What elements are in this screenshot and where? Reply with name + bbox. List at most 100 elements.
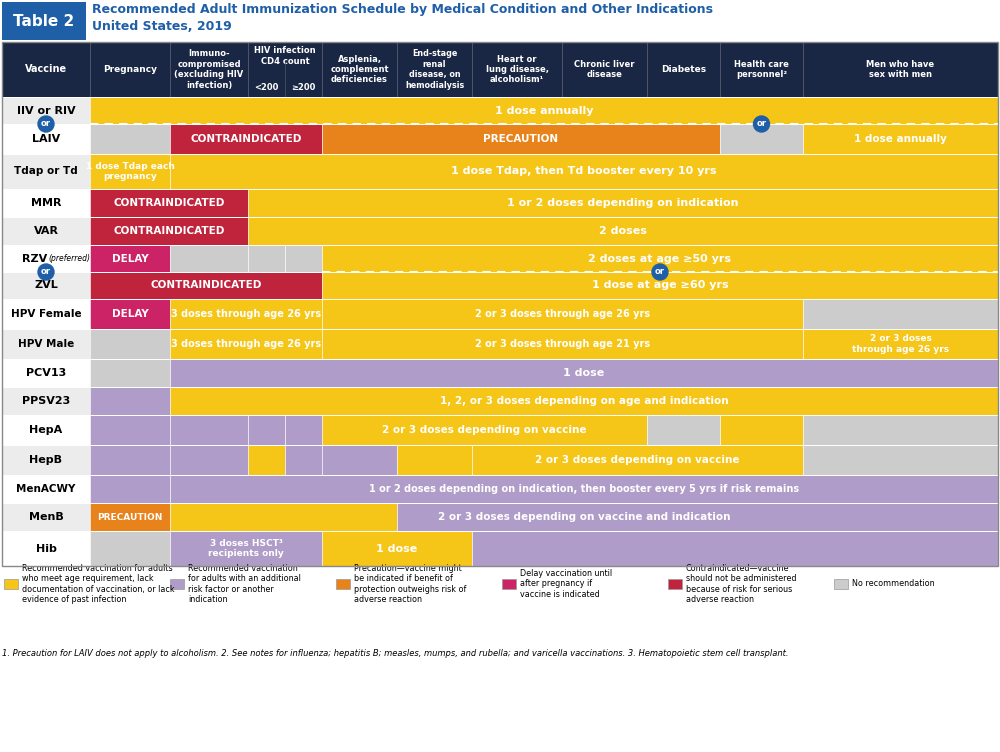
Text: 2 or 3 doses through age 21 yrs: 2 or 3 doses through age 21 yrs <box>475 339 650 349</box>
Text: VAR: VAR <box>34 226 58 236</box>
Bar <box>803 415 998 445</box>
Bar <box>2 97 998 124</box>
Bar <box>90 97 998 124</box>
Bar <box>2 217 998 245</box>
Text: 1 dose: 1 dose <box>563 368 605 378</box>
Text: ≥200: ≥200 <box>291 83 316 92</box>
Bar <box>90 217 248 245</box>
Text: Men who have
sex with men: Men who have sex with men <box>866 60 935 79</box>
Text: 2 or 3 doses through age 26 yrs: 2 or 3 doses through age 26 yrs <box>475 309 650 319</box>
Bar <box>170 415 248 445</box>
Bar <box>170 475 998 503</box>
Text: LAIV: LAIV <box>32 134 60 144</box>
Text: RZV: RZV <box>22 253 47 263</box>
Bar <box>90 329 170 359</box>
Text: 3 doses HSCT³
recipients only: 3 doses HSCT³ recipients only <box>208 538 284 558</box>
Bar <box>2 445 998 475</box>
Bar <box>0 0 1000 42</box>
Circle shape <box>38 116 54 132</box>
Bar <box>90 445 170 475</box>
Text: 1 dose annually: 1 dose annually <box>495 105 593 116</box>
Bar <box>170 503 397 531</box>
Circle shape <box>754 116 770 132</box>
Bar <box>90 124 170 154</box>
Text: Vaccine: Vaccine <box>25 65 67 74</box>
Text: 1 dose at age ≥60 yrs: 1 dose at age ≥60 yrs <box>592 280 728 290</box>
Text: 2 doses at age ≥50 yrs: 2 doses at age ≥50 yrs <box>588 253 732 263</box>
Text: Pregnancy: Pregnancy <box>103 65 157 74</box>
Text: Recommended Adult Immunization Schedule by Medical Condition and Other Indicatio: Recommended Adult Immunization Schedule … <box>92 4 713 17</box>
Text: No recommendation: No recommendation <box>852 580 935 589</box>
Bar <box>4 579 18 589</box>
Text: Asplenia,
complement
deficiencies: Asplenia, complement deficiencies <box>330 55 389 84</box>
Text: 3 doses through age 26 yrs: 3 doses through age 26 yrs <box>171 309 321 319</box>
Text: Contraindicated—vaccine
should not be administered
because of risk for serious
a: Contraindicated—vaccine should not be ad… <box>686 564 796 604</box>
Bar <box>90 272 322 299</box>
Text: ZVL: ZVL <box>34 280 58 290</box>
Bar <box>397 503 998 531</box>
Bar <box>322 299 803 329</box>
Bar <box>248 245 285 272</box>
Text: 1 or 2 doses depending on indication, then booster every 5 yrs if risk remains: 1 or 2 doses depending on indication, th… <box>369 484 799 494</box>
Bar <box>90 359 170 387</box>
Bar <box>322 531 472 566</box>
Bar <box>90 387 170 415</box>
Text: 2 doses: 2 doses <box>599 226 647 236</box>
Text: 1 dose: 1 dose <box>376 544 418 553</box>
Bar <box>2 387 998 415</box>
Circle shape <box>652 264 668 280</box>
Text: HIV infection
CD4 count: HIV infection CD4 count <box>254 47 316 65</box>
Text: 2 or 3 doses depending on vaccine and indication: 2 or 3 doses depending on vaccine and in… <box>438 512 730 522</box>
Bar <box>2 359 998 387</box>
Text: End-stage
renal
disease, on
hemodialysis: End-stage renal disease, on hemodialysis <box>405 50 464 89</box>
Bar <box>322 245 998 272</box>
Text: Tdap or Td: Tdap or Td <box>14 166 78 177</box>
Bar <box>720 415 803 445</box>
Text: 1 dose annually: 1 dose annually <box>854 134 947 144</box>
Text: HPV Male: HPV Male <box>18 339 74 349</box>
Bar <box>2 299 998 329</box>
Text: 1. Precaution for LAIV does not apply to alcoholism. 2. See notes for influenza;: 1. Precaution for LAIV does not apply to… <box>2 649 788 658</box>
Bar <box>170 531 322 566</box>
Text: CONTRAINDICATED: CONTRAINDICATED <box>190 134 302 144</box>
Bar <box>248 217 998 245</box>
Bar <box>248 189 998 217</box>
Bar <box>322 272 998 299</box>
Text: Recommended vaccination for adults
who meet age requirement, lack
documentation : Recommended vaccination for adults who m… <box>22 564 175 604</box>
Text: CONTRAINDICATED: CONTRAINDICATED <box>113 226 225 236</box>
Text: HepB: HepB <box>30 455 62 465</box>
Bar <box>803 124 998 154</box>
Bar <box>170 387 998 415</box>
Bar <box>322 445 397 475</box>
Text: PRECAUTION: PRECAUTION <box>97 513 163 521</box>
Text: CONTRAINDICATED: CONTRAINDICATED <box>150 280 262 290</box>
Bar <box>720 124 803 154</box>
Text: MenB: MenB <box>29 512 63 522</box>
Bar <box>90 475 170 503</box>
Text: HPV Female: HPV Female <box>11 309 81 319</box>
Text: MenACWY: MenACWY <box>16 484 76 494</box>
Bar <box>2 189 998 217</box>
Text: Chronic liver
disease: Chronic liver disease <box>574 60 635 79</box>
Text: DELAY: DELAY <box>112 253 148 263</box>
Text: 1 or 2 doses depending on indication: 1 or 2 doses depending on indication <box>507 198 739 208</box>
Bar <box>472 445 803 475</box>
Bar <box>2 154 998 189</box>
Bar <box>170 579 184 589</box>
Text: 1 dose Tdap, then Td booster every 10 yrs: 1 dose Tdap, then Td booster every 10 yr… <box>451 166 717 177</box>
Bar <box>322 329 803 359</box>
Bar <box>803 299 998 329</box>
Text: 2 or 3 doses
through age 26 yrs: 2 or 3 doses through age 26 yrs <box>852 335 949 353</box>
Bar <box>2 42 998 97</box>
Bar <box>472 531 998 566</box>
Bar <box>170 445 248 475</box>
Bar <box>322 415 647 445</box>
Text: 1, 2, or 3 doses depending on age and indication: 1, 2, or 3 doses depending on age and in… <box>440 396 728 406</box>
Text: or: or <box>655 268 665 277</box>
Bar <box>803 329 998 359</box>
Bar <box>834 579 848 589</box>
Bar <box>170 299 322 329</box>
Text: United States, 2019: United States, 2019 <box>92 20 232 32</box>
Text: Diabetes: Diabetes <box>661 65 706 74</box>
Text: CONTRAINDICATED: CONTRAINDICATED <box>113 198 225 208</box>
